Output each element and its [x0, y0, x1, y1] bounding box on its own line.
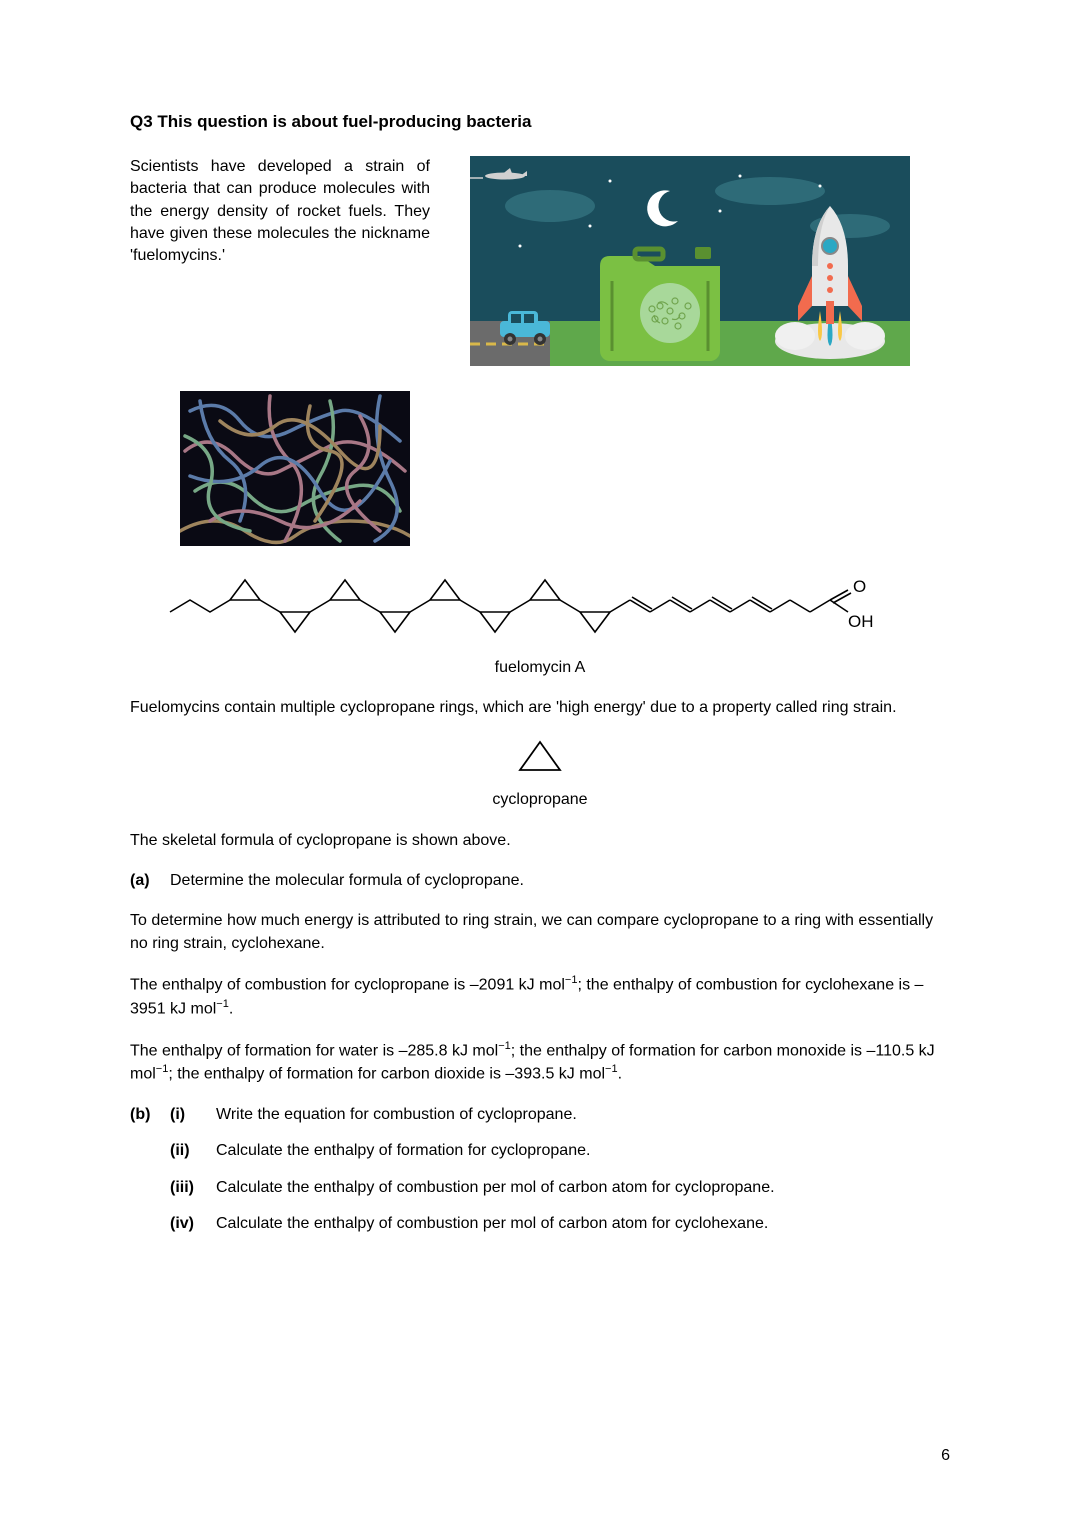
- page-number: 6: [941, 1445, 950, 1467]
- qb-ii-label: (ii): [170, 1140, 216, 1162]
- fuelomycin-caption: fuelomycin A: [130, 657, 950, 679]
- qb-iv-row: (iv) Calculate the enthalpy of combustio…: [130, 1213, 950, 1235]
- qb-label: (b): [130, 1104, 170, 1126]
- qa-label: (a): [130, 870, 170, 892]
- cyclopropane-structure: [130, 738, 950, 781]
- fuel-infographic: [470, 156, 950, 373]
- sup: −1: [565, 974, 578, 986]
- svg-text:O: O: [853, 577, 866, 596]
- bacteria-image: [180, 391, 950, 553]
- qb-ii-text: Calculate the enthalpy of formation for …: [216, 1140, 950, 1162]
- qb-iii-text: Calculate the enthalpy of combustion per…: [216, 1177, 950, 1199]
- qb-ii-row: (ii) Calculate the enthalpy of formation…: [130, 1140, 950, 1162]
- p5-end: .: [618, 1066, 622, 1083]
- blank: [130, 1213, 170, 1235]
- para-skeletal: The skeletal formula of cyclopropane is …: [130, 830, 950, 852]
- question-title: Q3 This question is about fuel-producing…: [130, 110, 950, 134]
- para-formation: The enthalpy of formation for water is –…: [130, 1039, 950, 1086]
- para-combustion: The enthalpy of combustion for cycloprop…: [130, 973, 950, 1020]
- para-ring-strain: Fuelomycins contain multiple cyclopropan…: [130, 697, 950, 719]
- para-compare: To determine how much energy is attribut…: [130, 910, 950, 955]
- p4-end: .: [229, 1000, 233, 1017]
- svg-text:OH: OH: [848, 612, 874, 631]
- qb-iv-text: Calculate the enthalpy of combustion per…: [216, 1213, 950, 1235]
- p4-pre: The enthalpy of combustion for cycloprop…: [130, 976, 565, 993]
- sup: −1: [605, 1063, 618, 1075]
- qb-i-text: Write the equation for combustion of cyc…: [216, 1104, 950, 1126]
- qb-i-row: (b) (i) Write the equation for combustio…: [130, 1104, 950, 1126]
- qb-iii-row: (iii) Calculate the enthalpy of combusti…: [130, 1177, 950, 1199]
- question-a-row: (a) Determine the molecular formula of c…: [130, 870, 950, 892]
- sup: −1: [156, 1063, 169, 1075]
- question-b: (b) (i) Write the equation for combustio…: [130, 1104, 950, 1236]
- cyclopropane-caption: cyclopropane: [130, 789, 950, 811]
- blank: [130, 1177, 170, 1199]
- p5-pre: The enthalpy of formation for water is –…: [130, 1042, 498, 1059]
- intro-text: Scientists have developed a strain of ba…: [130, 156, 430, 373]
- blank: [130, 1140, 170, 1162]
- sup: −1: [216, 998, 229, 1010]
- sup: −1: [498, 1040, 511, 1052]
- fuelomycin-structure: O OH: [130, 572, 950, 649]
- qb-i-label: (i): [170, 1104, 216, 1126]
- qa-text: Determine the molecular formula of cyclo…: [170, 870, 950, 892]
- intro-row: Scientists have developed a strain of ba…: [130, 156, 950, 373]
- qb-iv-label: (iv): [170, 1213, 216, 1235]
- qb-iii-label: (iii): [170, 1177, 216, 1199]
- p5-mid2: ; the enthalpy of formation for carbon d…: [168, 1066, 605, 1083]
